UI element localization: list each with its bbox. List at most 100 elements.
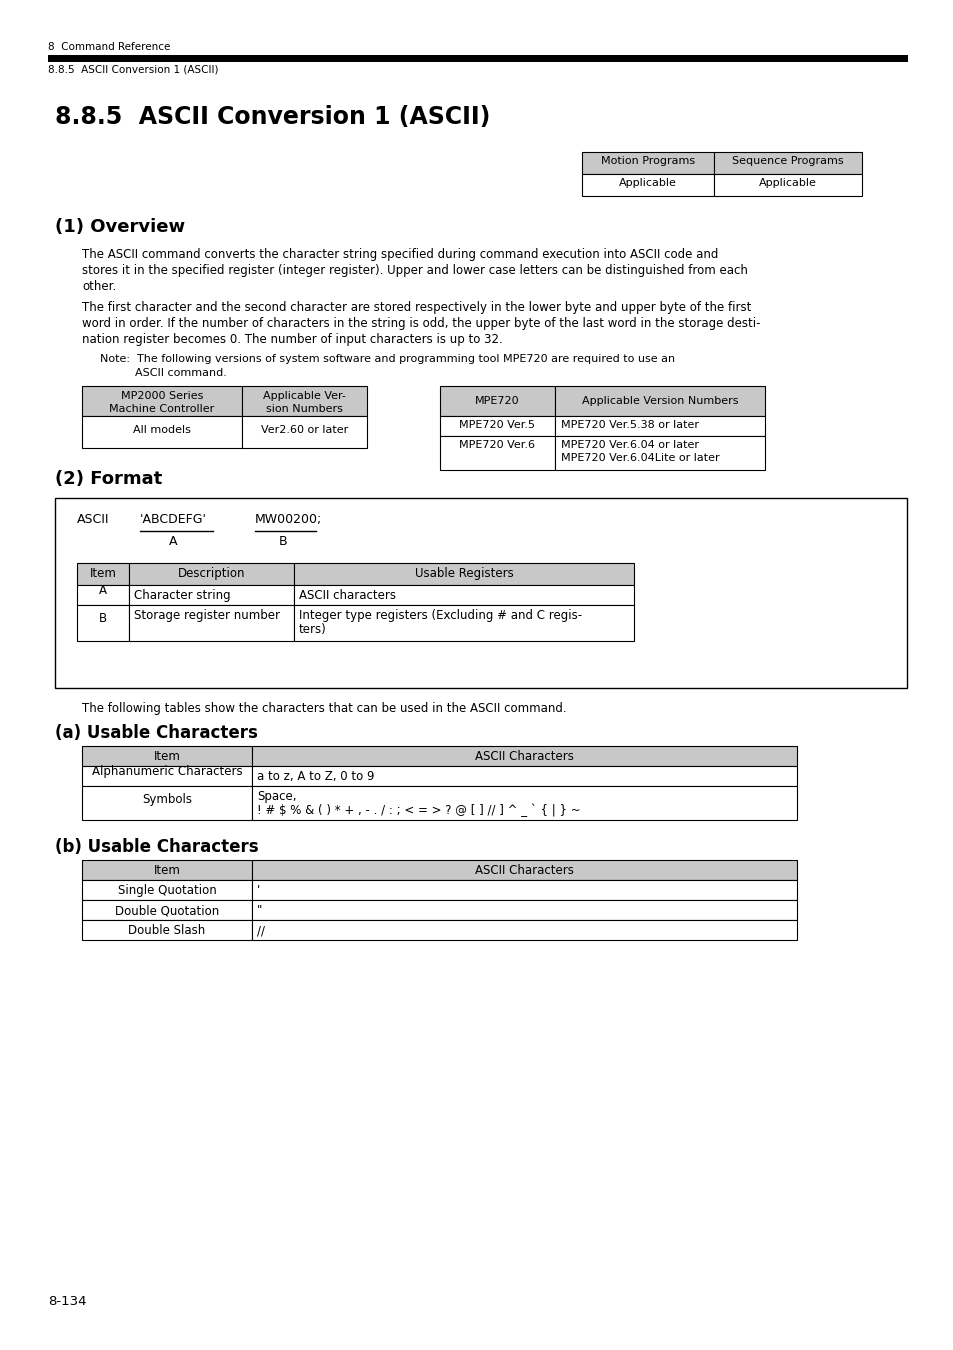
Bar <box>252 860 796 880</box>
Text: Symbols: Symbols <box>142 792 192 806</box>
Bar <box>252 919 796 940</box>
Text: ASCII command.: ASCII command. <box>100 369 227 378</box>
Text: Double Quotation: Double Quotation <box>114 904 219 917</box>
Text: 8.8.5  ASCII Conversion 1 (ASCII): 8.8.5 ASCII Conversion 1 (ASCII) <box>55 105 490 130</box>
Bar <box>82 919 252 940</box>
Bar <box>77 563 129 585</box>
Bar <box>555 436 764 470</box>
Bar <box>294 585 634 605</box>
Text: Description: Description <box>177 567 245 580</box>
Text: A: A <box>99 585 107 598</box>
Text: ': ' <box>256 884 260 896</box>
Text: MPE720 Ver.6.04Lite or later: MPE720 Ver.6.04Lite or later <box>560 454 719 463</box>
Text: Ver2.60 or later: Ver2.60 or later <box>260 425 348 435</box>
Text: 8  Command Reference: 8 Command Reference <box>48 42 171 53</box>
Text: 8.8.5  ASCII Conversion 1 (ASCII): 8.8.5 ASCII Conversion 1 (ASCII) <box>48 63 218 74</box>
Bar <box>82 786 252 819</box>
Bar <box>713 174 862 196</box>
Bar <box>82 747 252 765</box>
Bar <box>82 880 252 900</box>
Text: Applicable: Applicable <box>618 178 677 188</box>
Text: (1) Overview: (1) Overview <box>55 217 185 236</box>
Text: B: B <box>99 613 107 625</box>
Bar <box>252 900 796 919</box>
Bar <box>242 416 367 448</box>
Text: Applicable: Applicable <box>759 178 816 188</box>
Text: nation register becomes 0. The number of input characters is up to 32.: nation register becomes 0. The number of… <box>82 333 502 346</box>
Text: The following tables show the characters that can be used in the ASCII command.: The following tables show the characters… <box>82 702 566 716</box>
Text: Applicable Ver-: Applicable Ver- <box>263 392 346 401</box>
Bar <box>439 416 555 436</box>
Bar <box>294 563 634 585</box>
Bar <box>82 900 252 919</box>
Bar <box>242 386 367 416</box>
Text: Item: Item <box>90 567 116 580</box>
Text: MPE720 Ver.5: MPE720 Ver.5 <box>459 420 535 431</box>
Text: Double Slash: Double Slash <box>129 923 206 937</box>
Text: (2) Format: (2) Format <box>55 470 162 487</box>
Text: (b) Usable Characters: (b) Usable Characters <box>55 838 258 856</box>
Bar <box>555 416 764 436</box>
Text: Note:  The following versions of system software and programming tool MPE720 are: Note: The following versions of system s… <box>100 354 675 364</box>
Bar <box>82 765 252 786</box>
Text: The first character and the second character are stored respectively in the lowe: The first character and the second chara… <box>82 301 751 315</box>
Bar <box>129 605 294 641</box>
Bar <box>77 605 129 641</box>
Text: MPE720: MPE720 <box>475 396 519 406</box>
Bar <box>252 765 796 786</box>
Text: ters): ters) <box>298 622 327 636</box>
Text: 'ABCDEFG': 'ABCDEFG' <box>140 513 207 526</box>
Bar <box>581 153 713 174</box>
Text: Motion Programs: Motion Programs <box>600 157 695 166</box>
Text: Integer type registers (Excluding # and C regis-: Integer type registers (Excluding # and … <box>298 609 581 622</box>
Text: The ASCII command converts the character string specified during command executi: The ASCII command converts the character… <box>82 248 718 261</box>
Text: Usable Registers: Usable Registers <box>415 567 513 580</box>
Text: Character string: Character string <box>133 589 231 602</box>
Text: B: B <box>278 535 287 548</box>
Bar <box>129 585 294 605</box>
Text: stores it in the specified register (integer register). Upper and lower case let: stores it in the specified register (int… <box>82 265 747 277</box>
Bar <box>82 386 242 416</box>
Text: a to z, A to Z, 0 to 9: a to z, A to Z, 0 to 9 <box>256 769 375 783</box>
Text: sion Numbers: sion Numbers <box>266 404 342 414</box>
Bar <box>439 436 555 470</box>
Text: MPE720 Ver.5.38 or later: MPE720 Ver.5.38 or later <box>560 420 699 431</box>
Text: ASCII Characters: ASCII Characters <box>475 864 574 878</box>
Bar <box>252 747 796 765</box>
Text: Space,: Space, <box>256 790 296 803</box>
Text: word in order. If the number of characters in the string is odd, the upper byte : word in order. If the number of characte… <box>82 317 760 329</box>
Text: ASCII: ASCII <box>77 513 110 526</box>
Text: ! # $ % & ( ) * + , - . / : ; < = > ? @ [ ] // ] ^ _ ` { | } ~: ! # $ % & ( ) * + , - . / : ; < = > ? @ … <box>256 805 580 818</box>
Text: MPE720 Ver.6.04 or later: MPE720 Ver.6.04 or later <box>560 440 699 450</box>
Bar <box>252 880 796 900</box>
Bar <box>82 860 252 880</box>
Bar <box>439 386 555 416</box>
Text: (a) Usable Characters: (a) Usable Characters <box>55 724 257 742</box>
Text: MPE720 Ver.6: MPE720 Ver.6 <box>459 440 535 450</box>
Bar <box>129 563 294 585</box>
Bar <box>252 786 796 819</box>
Text: Alphanumeric Characters: Alphanumeric Characters <box>91 765 242 779</box>
Text: MW00200;: MW00200; <box>254 513 322 526</box>
Text: Applicable Version Numbers: Applicable Version Numbers <box>581 396 738 406</box>
Text: Machine Controller: Machine Controller <box>110 404 214 414</box>
Text: All models: All models <box>132 425 191 435</box>
Text: Item: Item <box>153 864 180 878</box>
Text: //: // <box>256 923 265 937</box>
Text: other.: other. <box>82 279 116 293</box>
Text: A: A <box>169 535 177 548</box>
Text: ": " <box>256 904 262 917</box>
Text: Sequence Programs: Sequence Programs <box>731 157 842 166</box>
Bar <box>581 174 713 196</box>
Bar <box>294 605 634 641</box>
Bar <box>555 386 764 416</box>
Bar <box>48 55 907 62</box>
Text: MP2000 Series: MP2000 Series <box>121 392 203 401</box>
Text: ASCII Characters: ASCII Characters <box>475 751 574 763</box>
Text: Single Quotation: Single Quotation <box>117 884 216 896</box>
Bar <box>55 498 906 688</box>
Text: 8-134: 8-134 <box>48 1295 87 1308</box>
Bar <box>82 416 242 448</box>
Text: ASCII characters: ASCII characters <box>298 589 395 602</box>
Text: Storage register number: Storage register number <box>133 609 280 622</box>
